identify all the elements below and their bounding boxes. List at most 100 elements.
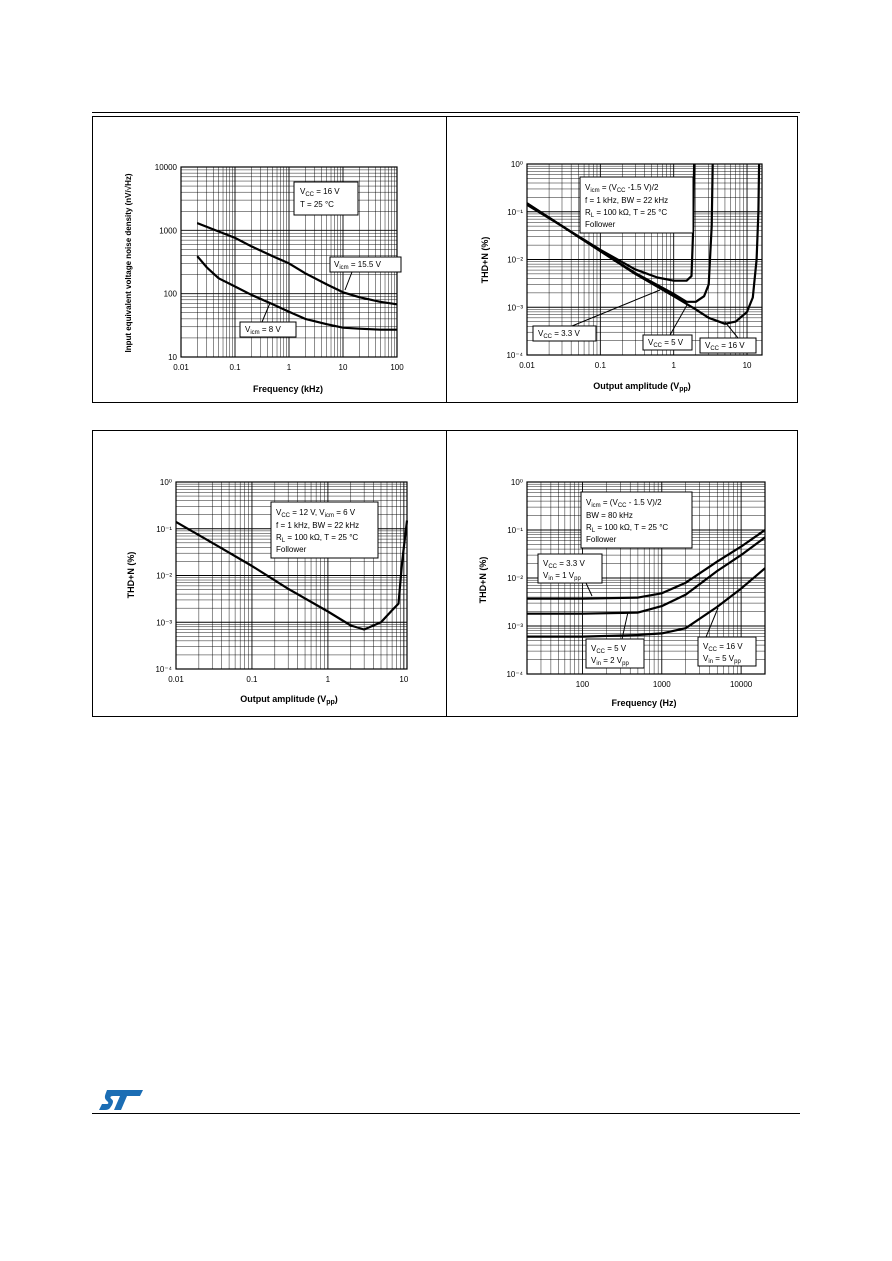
chart2-note-box bbox=[579, 176, 694, 234]
x-tick-label: 100 bbox=[390, 363, 404, 372]
chart1-note-line1: VCC = 16 V bbox=[300, 187, 340, 198]
chart1-ylabel: Input equivalent voltage noise density (… bbox=[124, 173, 133, 352]
chart4-label-5v-line2: Vin = 2 Vpp bbox=[591, 656, 629, 667]
chart4-pointer-3v3 bbox=[585, 582, 593, 597]
figure-row-bottom bbox=[92, 430, 798, 717]
chart1-note-line2: T = 25 °C bbox=[300, 200, 334, 209]
chart4-ylabel: THD+N (%) bbox=[478, 557, 488, 604]
chart2-note-line2: f = 1 kHz, BW = 22 kHz bbox=[585, 196, 668, 205]
y-tick-label: 10⁻³ bbox=[507, 303, 523, 312]
series-line-1 bbox=[527, 529, 766, 600]
x-tick-label: 0.1 bbox=[595, 361, 607, 370]
chart2-label-box-16v bbox=[699, 337, 757, 354]
chart2-ylabel: THD+N (%) bbox=[480, 237, 490, 284]
chart4-note-line3: RL = 100 kΩ, T = 25 °C bbox=[586, 523, 668, 534]
chart3-note-line1: VCC = 12 V, Vicm = 6 V bbox=[276, 508, 356, 519]
series-line-1 bbox=[175, 520, 409, 631]
x-tick-label: 10 bbox=[399, 675, 408, 684]
chart4-label-box-5v bbox=[585, 638, 645, 669]
chart-noise-density: 10 100 1000 10000 0.01 0.1 1 10 100 VCC = 16 V T… bbox=[124, 163, 404, 394]
chart4-label-16v-line2: Vin = 5 Vpp bbox=[703, 654, 741, 665]
chart4-note-box bbox=[580, 491, 693, 549]
chart2-label-box-3v3 bbox=[532, 325, 597, 342]
chart1-series bbox=[196, 222, 398, 331]
series-line-3 bbox=[527, 567, 766, 638]
chart4-xlabel: Frequency (Hz) bbox=[611, 698, 676, 708]
chart1-label-box-vicm155 bbox=[329, 256, 402, 273]
x-tick-label: 1 bbox=[287, 363, 292, 372]
y-tick-label: 10⁻³ bbox=[507, 622, 523, 631]
chart4-label-box-16v bbox=[697, 636, 757, 667]
chart1-label-vicm8: Vicm = 8 V bbox=[245, 325, 281, 336]
chart3-ticks: 10⁻⁴ 10⁻³ 10⁻² 10⁻¹ 10⁰ 0.01 0.1 1 10 bbox=[155, 478, 408, 684]
chart3-ylabel: THD+N (%) bbox=[126, 552, 136, 599]
chart1-pointer-vicm8 bbox=[261, 302, 271, 323]
chart2-series bbox=[526, 163, 761, 325]
y-tick-label: 10⁻¹ bbox=[507, 208, 523, 217]
chart2-note-line3: RL = 100 kΩ, T = 25 °C bbox=[585, 208, 667, 219]
x-tick-label: 0.01 bbox=[519, 361, 535, 370]
chart2-note-line1: Vicm = (VCC -1.5 V)/2 bbox=[585, 183, 659, 194]
chart2-label-5v: VCC = 5 V bbox=[648, 338, 684, 349]
y-tick-label: 10⁻¹ bbox=[507, 526, 523, 535]
chart3-note-line2: f = 1 kHz, BW = 22 kHz bbox=[276, 521, 359, 530]
chart1-label-box-vicm8 bbox=[239, 321, 297, 338]
chart4-label-box-3v3 bbox=[537, 553, 603, 584]
chart2-note-line4: Follower bbox=[585, 220, 616, 229]
chart1-ticks: 10 100 1000 10000 0.01 0.1 1 10 100 bbox=[155, 163, 404, 372]
st-logo-icon bbox=[99, 1090, 143, 1110]
chart2-pointer-3v3 bbox=[571, 289, 661, 327]
chart1-label-vicm155: Vicm = 15.5 V bbox=[334, 260, 382, 271]
x-tick-label: 1000 bbox=[653, 680, 671, 689]
header-rule bbox=[92, 112, 800, 113]
figure-divider-bottom bbox=[446, 431, 447, 716]
chart4-label-5v-line1: VCC = 5 V bbox=[591, 644, 627, 655]
y-tick-label: 10⁻¹ bbox=[156, 525, 172, 534]
series-line-1 bbox=[196, 222, 398, 306]
chart1-pointer-vicm155 bbox=[344, 271, 353, 291]
chart3-note-line3: RL = 100 kΩ, T = 25 °C bbox=[276, 533, 358, 544]
chart2-label-3v3: VCC = 3.3 V bbox=[538, 329, 580, 340]
chart4-pointer-5v bbox=[621, 611, 629, 640]
y-tick-label: 10⁰ bbox=[511, 478, 523, 487]
chart3-note-box bbox=[270, 501, 379, 559]
chart4-note-line1: Vicm = (VCC - 1.5 V)/2 bbox=[586, 498, 662, 509]
y-tick-label: 10⁻² bbox=[507, 574, 523, 583]
chart4-series bbox=[527, 529, 766, 638]
y-tick-label: 1000 bbox=[159, 226, 177, 235]
chart4-label-3v3-line1: VCC = 3.3 V bbox=[543, 559, 585, 570]
y-tick-label: 10⁻² bbox=[507, 256, 523, 265]
x-tick-label: 10 bbox=[339, 363, 348, 372]
y-tick-label: 10⁻³ bbox=[156, 618, 172, 627]
y-tick-label: 10000 bbox=[155, 163, 178, 172]
figure-divider-top bbox=[446, 117, 447, 402]
chart1-note-box bbox=[293, 181, 359, 216]
chart2-xlabel: Output amplitude (Vpp) bbox=[593, 381, 691, 393]
chart3-note-line4: Follower bbox=[276, 545, 307, 554]
y-tick-label: 10⁻⁴ bbox=[155, 665, 172, 674]
chart4-ticks: 10⁻⁴ 10⁻³ 10⁻² 10⁻¹ 10⁰ 100 1000 10000 bbox=[506, 478, 752, 689]
figure-row-top bbox=[92, 116, 798, 403]
x-tick-label: 0.1 bbox=[229, 363, 241, 372]
chart4-label-3v3-line2: Vin = 1 Vpp bbox=[543, 571, 581, 582]
y-tick-label: 10 bbox=[168, 353, 177, 362]
chart3-series bbox=[175, 520, 409, 631]
y-tick-label: 10⁻⁴ bbox=[506, 670, 523, 679]
x-tick-label: 100 bbox=[576, 680, 590, 689]
chart1-xlabel: Frequency (kHz) bbox=[253, 384, 323, 394]
x-tick-label: 0.1 bbox=[246, 675, 258, 684]
y-tick-label: 10⁰ bbox=[160, 478, 172, 487]
chart2-pointer-5v bbox=[669, 304, 688, 336]
x-tick-label: 0.01 bbox=[173, 363, 189, 372]
chart4-note-line2: BW = 80 kHz bbox=[586, 511, 633, 520]
chart4-note-line4: Follower bbox=[586, 535, 617, 544]
chart4-pointer-16v bbox=[705, 607, 719, 638]
series-line-3 bbox=[526, 163, 761, 325]
chart2-label-16v: VCC = 16 V bbox=[705, 341, 745, 352]
chart2-ticks: 10⁻⁴ 10⁻³ 10⁻² 10⁻¹ 10⁰ 0.01 0.1 1 10 bbox=[506, 160, 752, 370]
y-tick-label: 10⁰ bbox=[511, 160, 523, 169]
x-tick-label: 1 bbox=[326, 675, 331, 684]
series-line-2 bbox=[527, 536, 766, 615]
chart3-xlabel: Output amplitude (Vpp) bbox=[240, 694, 338, 706]
x-tick-label: 0.01 bbox=[168, 675, 184, 684]
